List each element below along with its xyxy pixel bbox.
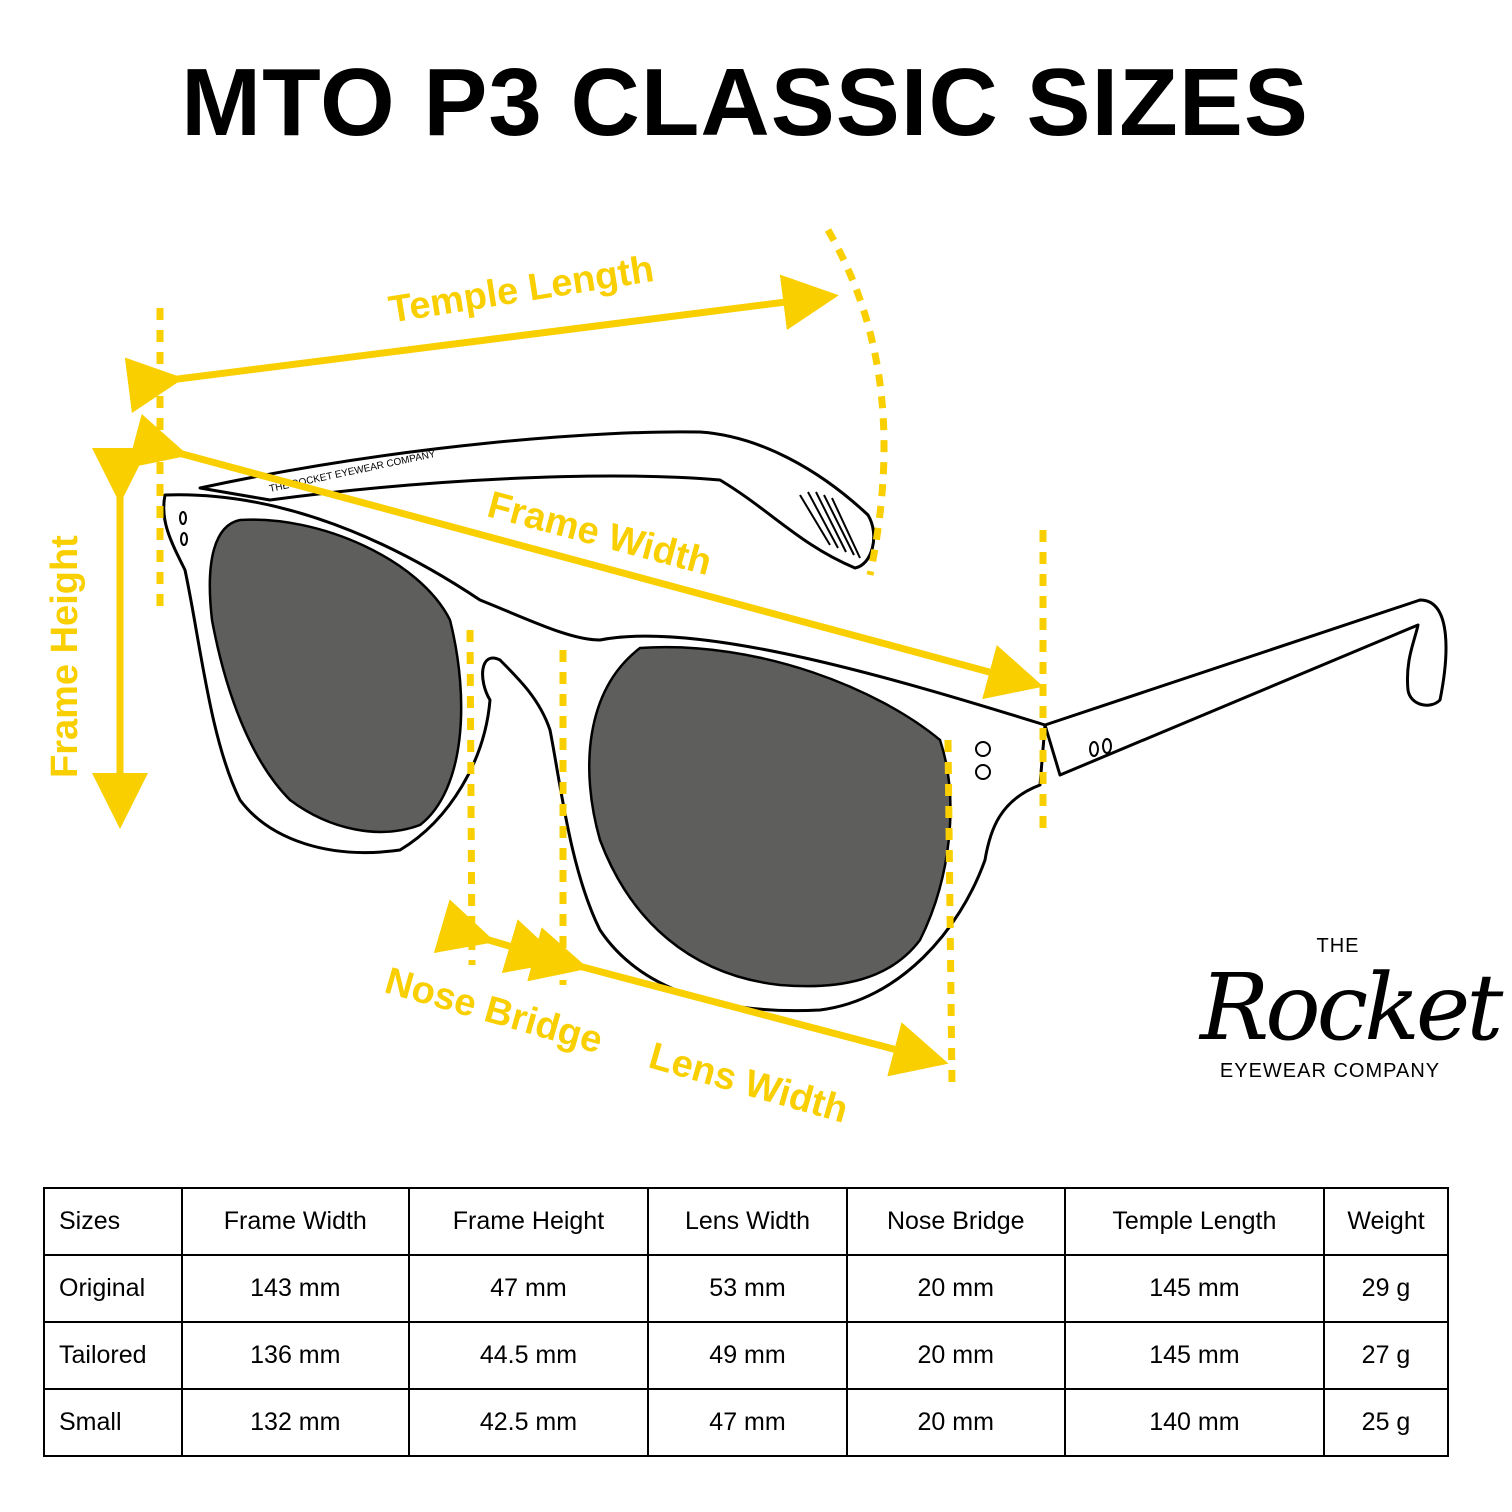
table-row: Tailored 136 mm 44.5 mm 49 mm 20 mm 145 … (43, 1321, 1449, 1390)
right-temple (1043, 598, 1448, 777)
table-cell: 132 mm (181, 1388, 410, 1457)
table-header: Temple Length (1063, 1187, 1326, 1256)
table-cell: 53 mm (647, 1254, 848, 1323)
size-table: Sizes Frame Width Frame Height Lens Widt… (43, 1187, 1449, 1457)
page-title: MTO P3 CLASSIC SIZES (181, 49, 1309, 156)
right-lens (588, 645, 952, 988)
table-cell: 20 mm (845, 1254, 1066, 1323)
table-header: Nose Bridge (845, 1187, 1066, 1256)
table-cell: 47 mm (647, 1388, 848, 1457)
logo-eyewear-company: EYEWEAR COMPANY (1219, 1060, 1441, 1082)
table-cell: 143 mm (181, 1254, 410, 1323)
table-cell: 47 mm (407, 1254, 650, 1323)
table-header-row: Sizes Frame Width Frame Height Lens Widt… (43, 1187, 1449, 1256)
table-row: Original 143 mm 47 mm 53 mm 20 mm 145 mm… (43, 1254, 1449, 1323)
table-cell: 145 mm (1063, 1321, 1326, 1390)
table-cell: 25 g (1323, 1388, 1449, 1457)
logo-the: THE (1316, 935, 1360, 957)
table-cell: 44.5 mm (407, 1321, 650, 1390)
table-cell: Tailored (43, 1321, 183, 1390)
table-cell: 140 mm (1063, 1388, 1326, 1457)
logo-script: Rocket (1200, 954, 1503, 1061)
frame-width-arrow (127, 414, 1044, 700)
table-cell: Small (43, 1388, 183, 1457)
table-header: Sizes (43, 1187, 183, 1256)
table-cell: 136 mm (181, 1321, 410, 1390)
table-cell: 27 g (1323, 1321, 1449, 1390)
table-cell: 145 mm (1063, 1254, 1326, 1323)
temple-imprint: THE ROCKET EYEWEAR COMPANY (268, 449, 437, 495)
sunglasses-diagram: THE ROCKET EYEWEAR COMPANY (92, 228, 1448, 1086)
table-header: Frame Height (407, 1187, 650, 1256)
table-cell: Original (43, 1254, 183, 1323)
rocket-logo: THE Rocket EYEWEAR COMPANY (1200, 935, 1503, 1083)
table-cell: 29 g (1323, 1254, 1449, 1323)
table-row: Small 132 mm 42.5 mm 47 mm 20 mm 140 mm … (43, 1388, 1449, 1457)
table-header: Lens Width (647, 1187, 848, 1256)
nose-bridge-arrow (433, 899, 564, 974)
temple-length-arrow (124, 274, 839, 414)
table-cell: 49 mm (647, 1321, 848, 1390)
table-cell: 20 mm (845, 1388, 1066, 1457)
table-header: Weight (1323, 1187, 1449, 1256)
table-header: Frame Width (181, 1187, 410, 1256)
frame-height-label: Frame Height (44, 535, 86, 778)
table-cell: 20 mm (845, 1321, 1066, 1390)
lens-width-arrow (527, 927, 949, 1077)
table-cell: 42.5 mm (407, 1388, 650, 1457)
